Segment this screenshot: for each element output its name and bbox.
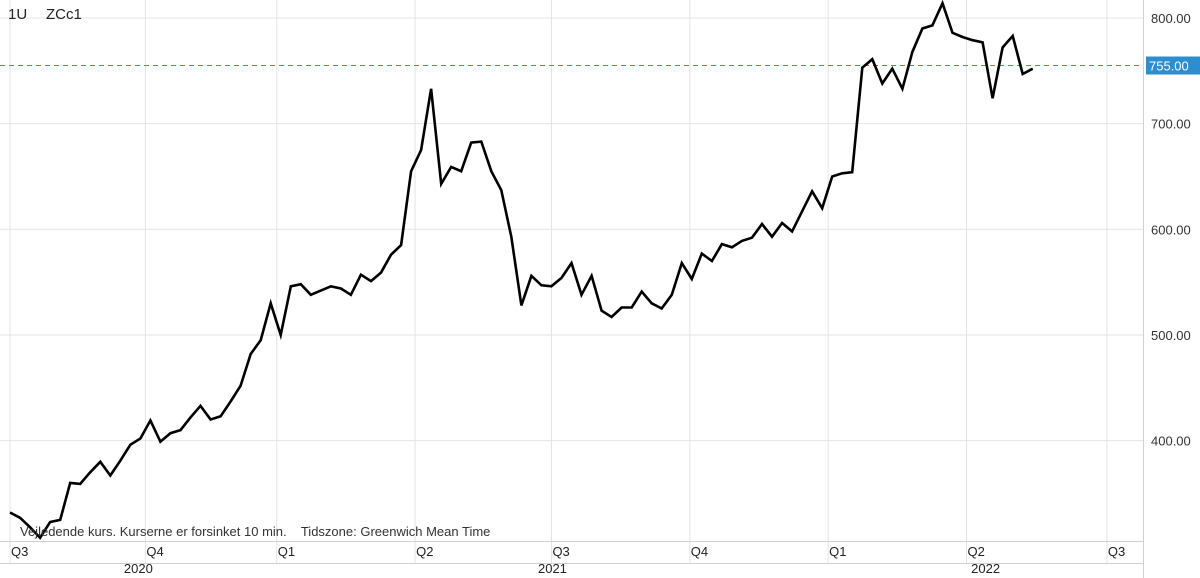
x-tick-label: Q2 xyxy=(416,544,433,559)
symbol-label[interactable]: ZCc1 xyxy=(46,6,82,23)
x-tick-label: Q3 xyxy=(552,544,569,559)
y-tick-label: 600.00 xyxy=(1151,222,1191,237)
y-tick-label: 400.00 xyxy=(1151,434,1191,449)
last-price-marker xyxy=(1146,56,1200,75)
year-label: 2022 xyxy=(971,561,1000,576)
last-price-label: 755.00 xyxy=(1149,59,1189,74)
interval-label[interactable]: 1U xyxy=(8,6,28,23)
x-tick-label: Q3 xyxy=(1108,544,1125,559)
y-axis: 400.00 500.00 600.00 700.00 800.00 xyxy=(1143,0,1191,578)
x-tick-label: Q4 xyxy=(691,544,708,559)
year-label: 2020 xyxy=(124,561,153,576)
y-tick-label: 500.00 xyxy=(1151,328,1191,343)
delay-disclaimer: Vejledende kurs. Kurserne er forsinket 1… xyxy=(20,524,491,539)
x-tick-label: Q1 xyxy=(278,544,295,559)
reference-line: 755.00 xyxy=(0,56,1200,75)
x-axis: Q3 Q4 Q1 Q2 Q3 Q4 Q1 Q2 Q3 2020 2021 2022 xyxy=(0,541,1143,576)
price-line xyxy=(9,0,1034,540)
y-tick-label: 700.00 xyxy=(1151,117,1191,132)
x-tick-label: Q2 xyxy=(968,544,985,559)
x-tick-label: Q3 xyxy=(11,544,28,559)
y-tick-label: 800.00 xyxy=(1151,11,1191,26)
price-series xyxy=(9,0,1034,540)
x-tick-label: Q1 xyxy=(829,544,846,559)
x-tick-label: Q4 xyxy=(146,544,163,559)
year-label: 2021 xyxy=(538,561,567,576)
chart-grid xyxy=(0,0,1143,563)
